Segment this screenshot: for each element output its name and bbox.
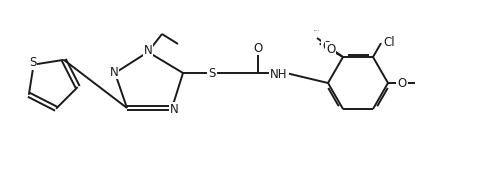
Text: O: O bbox=[322, 40, 331, 53]
Text: methoxy: methoxy bbox=[314, 29, 320, 31]
Text: Cl: Cl bbox=[383, 36, 395, 49]
Text: N: N bbox=[144, 44, 153, 57]
Text: N: N bbox=[110, 66, 119, 78]
Text: O: O bbox=[253, 42, 262, 55]
Text: N: N bbox=[170, 102, 178, 116]
Text: S: S bbox=[208, 66, 216, 80]
Text: NH: NH bbox=[270, 68, 288, 80]
Text: O: O bbox=[326, 42, 335, 55]
Text: methoxy: methoxy bbox=[319, 31, 325, 32]
Text: S: S bbox=[29, 56, 36, 69]
Text: O: O bbox=[398, 76, 407, 89]
